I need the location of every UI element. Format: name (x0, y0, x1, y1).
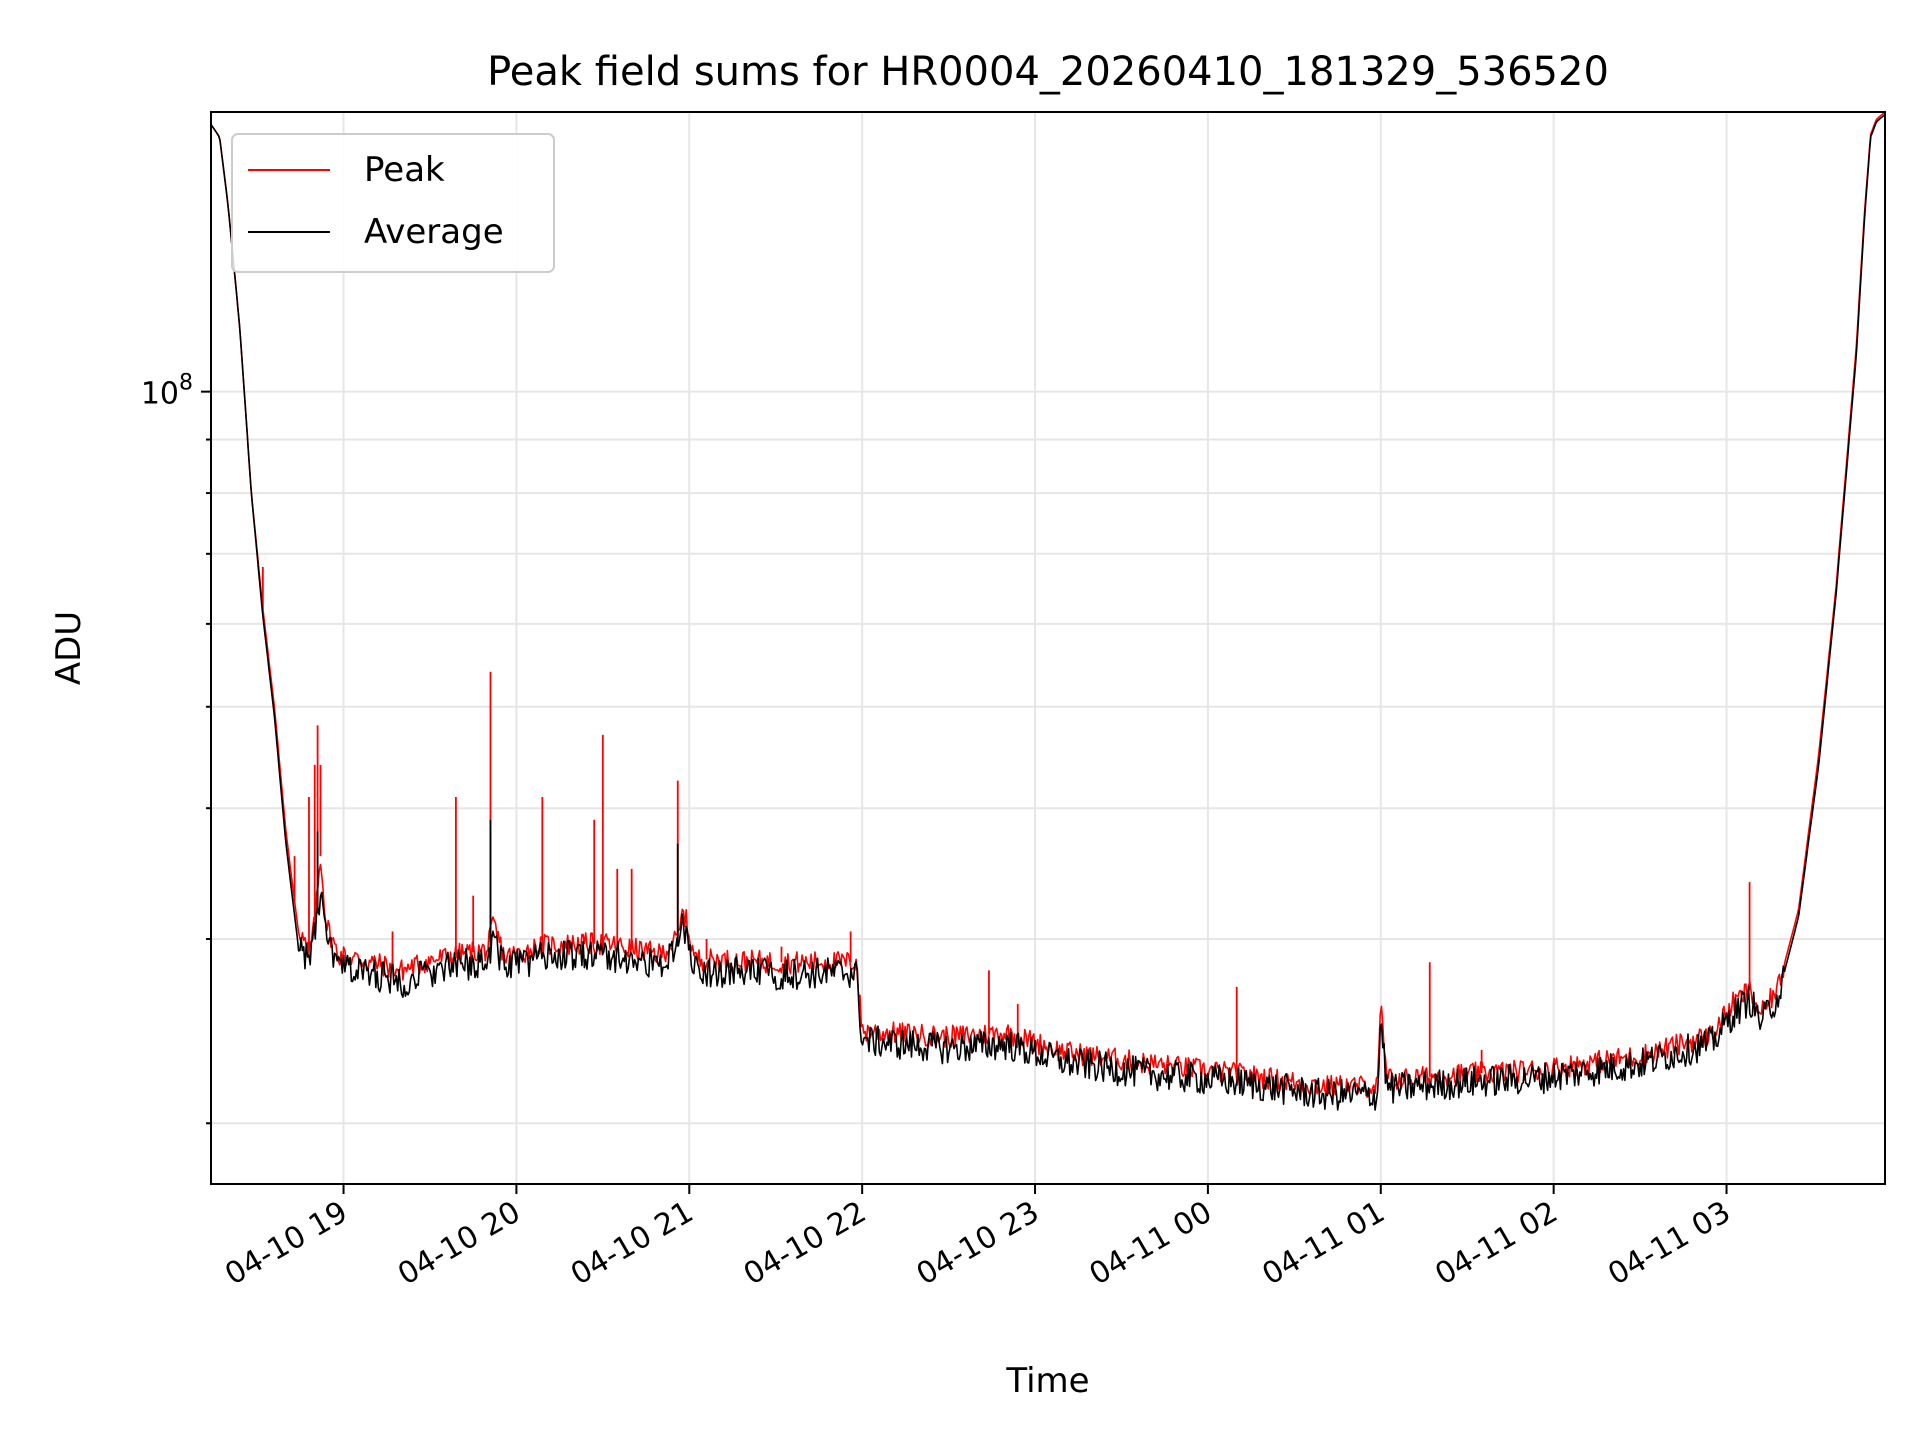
legend: Peak Average (231, 133, 555, 273)
legend-box (231, 133, 555, 273)
legend-label-peak: Peak (364, 150, 445, 190)
legend-label-average: Average (364, 212, 504, 252)
grid (211, 112, 1885, 1184)
chart-title: Peak field sums for HR0004_20260410_1813… (487, 49, 1609, 95)
x-axis-label: Time (1005, 1361, 1089, 1401)
y-axis-label: ADU (49, 611, 89, 685)
series-layer (210, 111, 1886, 1111)
plot-frame (210, 111, 1886, 1185)
series-line-average (210, 113, 1886, 1111)
y-tick-label: 108 (141, 371, 193, 412)
